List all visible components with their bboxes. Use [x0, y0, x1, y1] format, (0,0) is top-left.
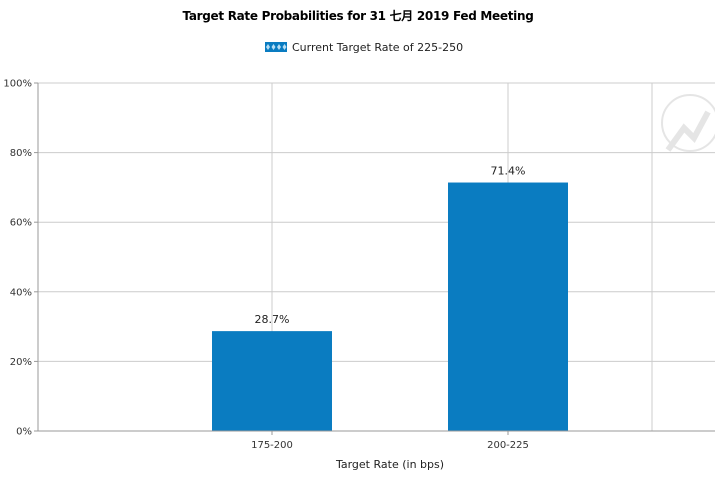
bar-200-225[interactable] [448, 182, 568, 431]
chart-title: Target Rate Probabilities for 31 七月 2019… [183, 9, 534, 23]
y-tick-label: 80% [10, 148, 32, 159]
legend-label: Current Target Rate of 225-250 [292, 41, 463, 54]
bar-175-200[interactable] [212, 331, 332, 431]
axes [37, 83, 715, 432]
y-axis-ticks: 0% 20% 40% 60% 80% 100% [3, 79, 38, 438]
legend[interactable]: Current Target Rate of 225-250 [265, 41, 463, 54]
bar-value-label: 28.7% [255, 313, 290, 326]
watermark-logo [661, 94, 715, 152]
x-axis-ticks: 175-200 200-225 [251, 431, 529, 451]
y-tick-label: 0% [16, 427, 32, 438]
x-tick-label: 175-200 [251, 440, 293, 451]
x-tick-label: 200-225 [487, 440, 529, 451]
grid [38, 82, 715, 432]
bar-value-label: 71.4% [491, 165, 526, 178]
y-tick-label: 40% [10, 287, 32, 298]
x-axis-label: Target Rate (in bps) [335, 458, 444, 471]
y-tick-label: 100% [3, 79, 32, 90]
bars: 28.7% 71.4% [212, 165, 568, 431]
y-tick-label: 20% [10, 357, 32, 368]
legend-pattern-icon [266, 44, 287, 50]
legend-swatch [265, 42, 287, 52]
y-tick-label: 60% [10, 218, 32, 229]
